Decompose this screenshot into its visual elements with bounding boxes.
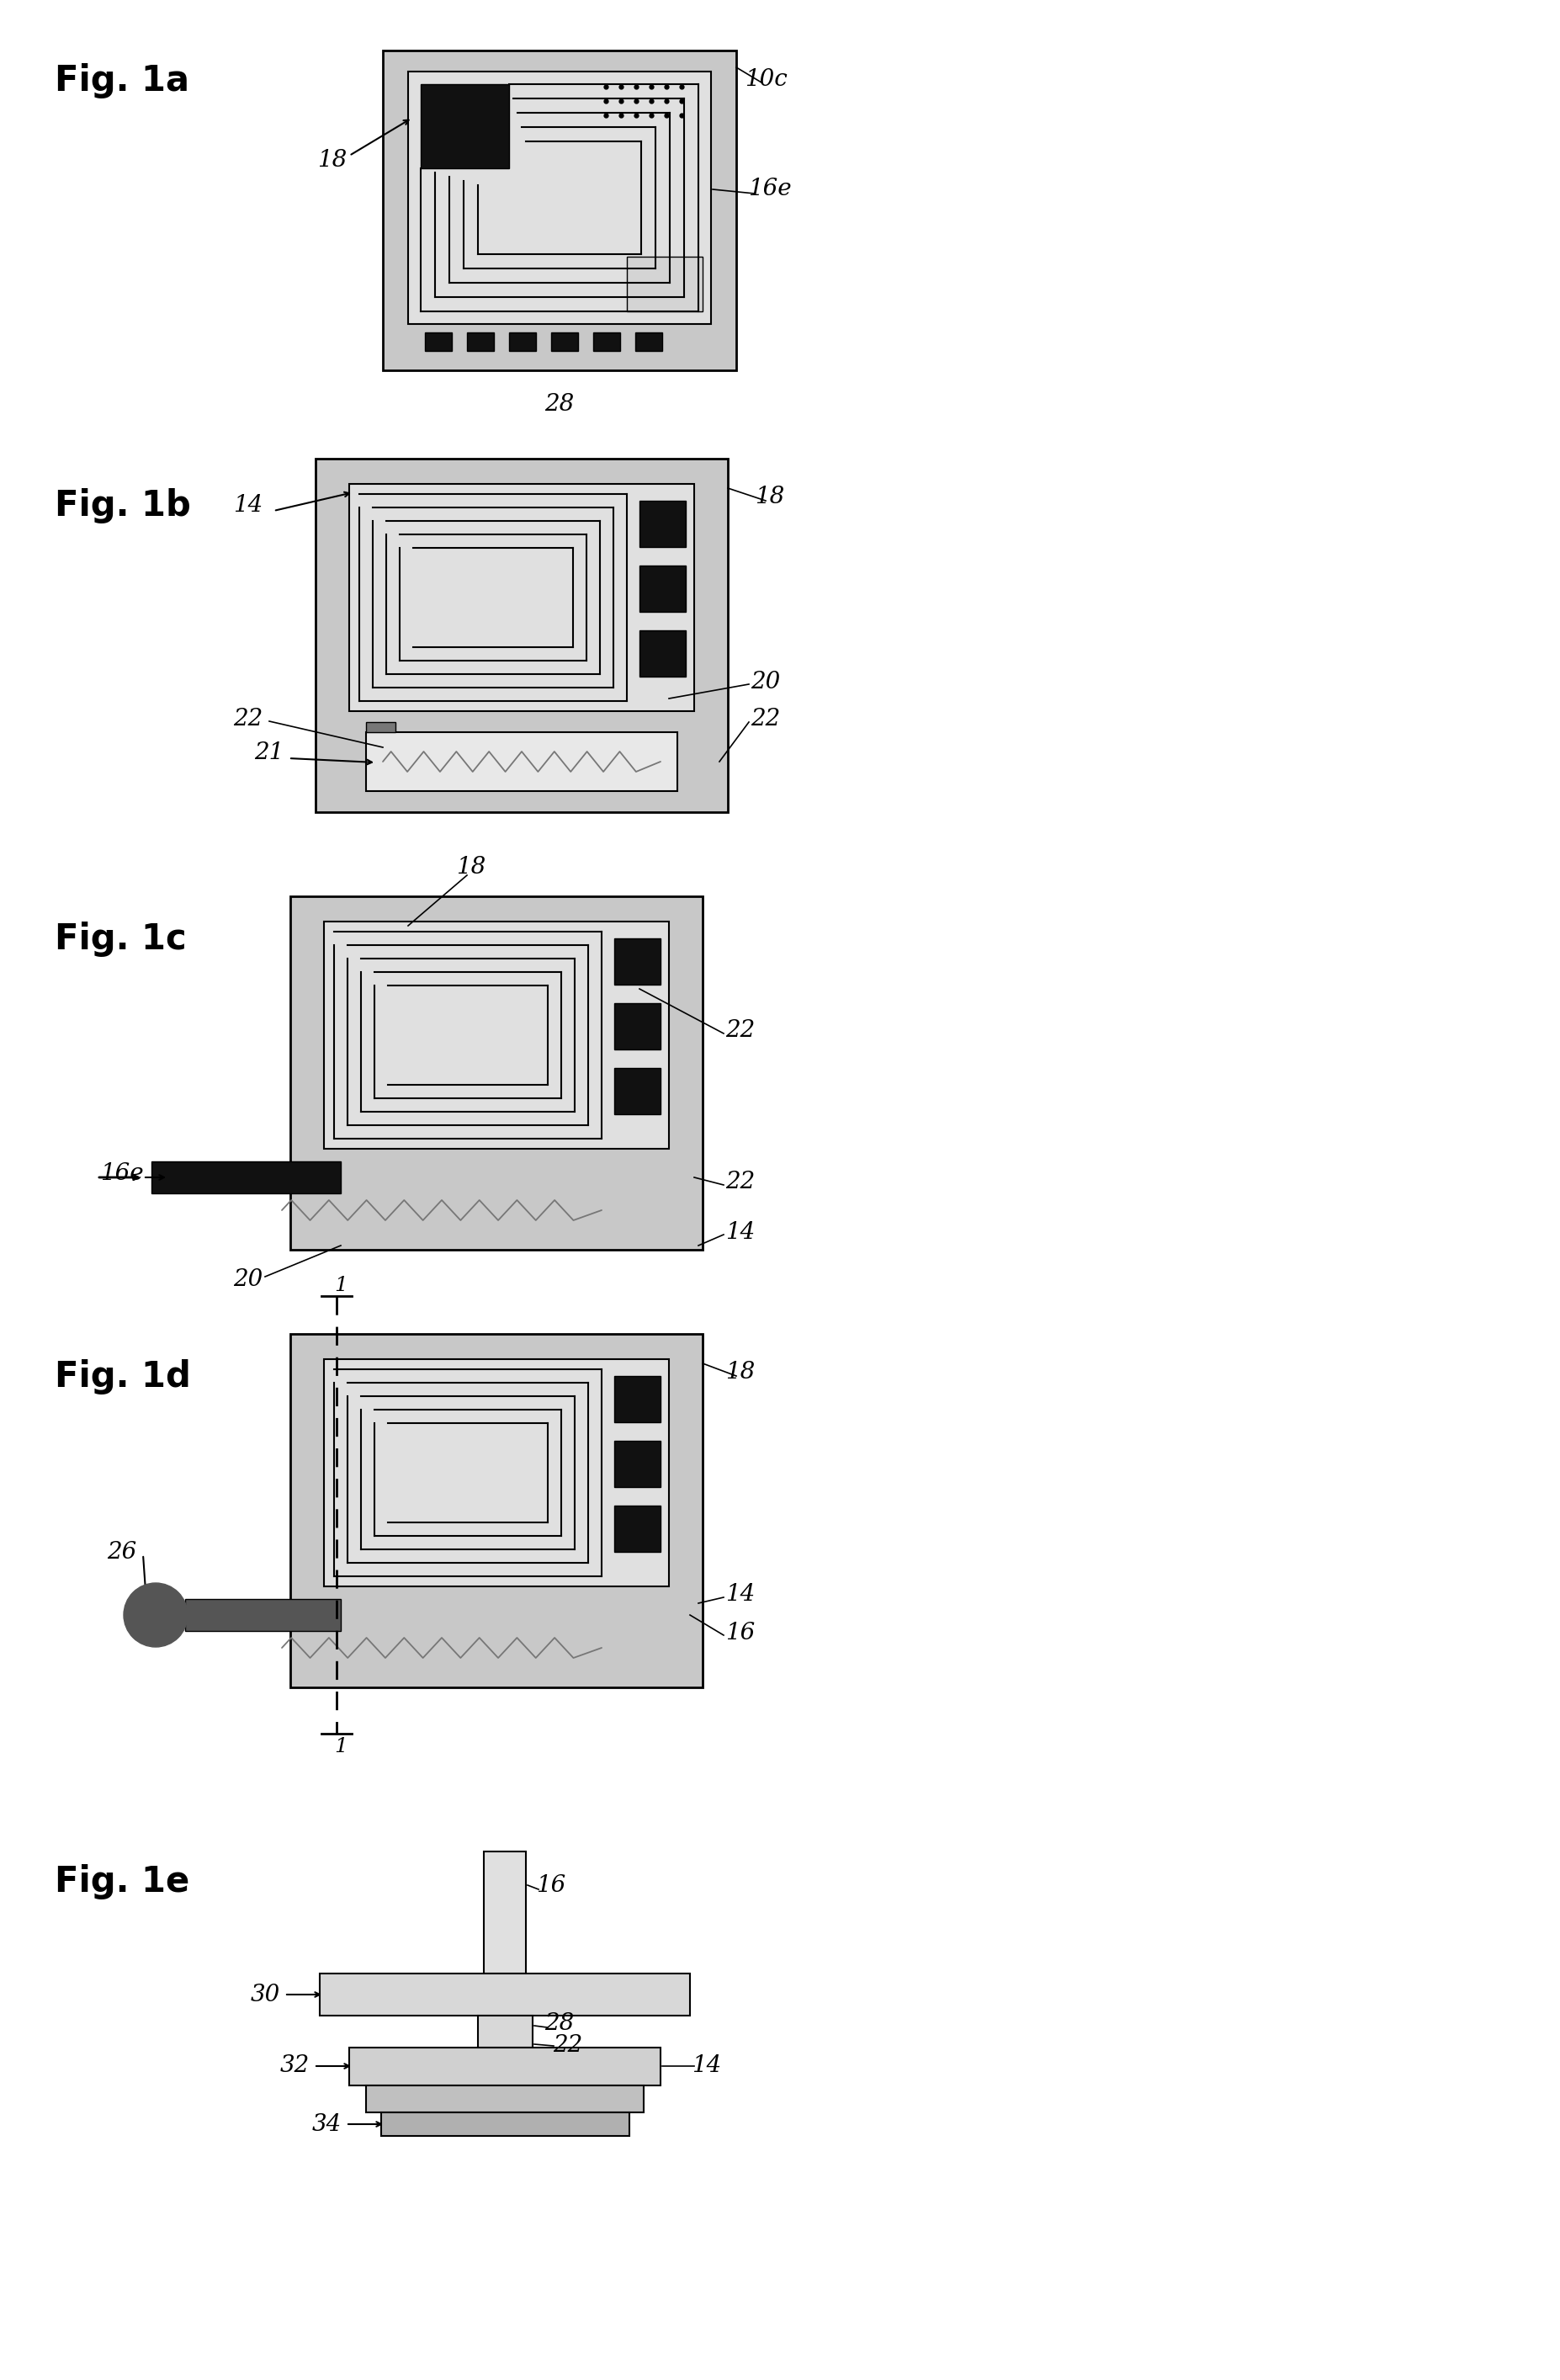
Bar [615,1002,660,1050]
Text: 16e: 16e [100,1164,144,1185]
Text: 26: 26 [108,1542,137,1564]
Text: Fig. 1e: Fig. 1e [55,1864,189,1899]
Text: 21: 21 [254,743,284,764]
Bar [382,50,736,371]
Bar [615,1069,660,1114]
Bar [421,83,509,169]
Bar [593,333,621,350]
Text: 1: 1 [334,1276,348,1295]
Text: 14: 14 [693,2054,722,2078]
Text: 32: 32 [279,2054,309,2078]
Bar [635,333,661,350]
Bar [186,1599,340,1630]
Bar [320,1973,690,2016]
Bar [324,1359,669,1587]
Bar [349,2047,660,2085]
Bar [409,71,711,324]
Bar [381,2113,629,2135]
Bar [615,1507,660,1552]
Bar [615,938,660,985]
Circle shape [123,1583,187,1647]
Text: 18: 18 [755,486,785,507]
Text: 20: 20 [750,671,780,693]
Text: 18: 18 [318,148,348,171]
Bar [466,333,495,350]
Bar [640,631,686,676]
Bar [640,500,686,547]
Bar [551,333,579,350]
Text: 28: 28 [544,393,574,416]
Text: 22: 22 [750,709,780,731]
Text: 22: 22 [554,2033,583,2056]
Text: 14: 14 [725,1583,755,1606]
Bar [290,1333,702,1687]
Text: 30: 30 [250,1983,279,2006]
Text: Fig. 1a: Fig. 1a [55,64,189,98]
Bar [315,459,729,812]
Text: Fig. 1d: Fig. 1d [55,1359,190,1395]
Text: 10c: 10c [744,69,788,90]
Bar [151,1161,340,1192]
Text: 16: 16 [725,1621,755,1645]
Text: 18: 18 [457,854,487,878]
Bar [367,2085,644,2113]
Text: 22: 22 [725,1171,755,1195]
Bar [640,566,686,612]
Bar [484,1852,526,1973]
Text: 34: 34 [312,2113,342,2135]
Text: 22: 22 [725,1019,755,1042]
Bar [367,721,396,733]
Bar [290,897,702,1250]
Bar [349,483,694,712]
Bar [627,257,702,312]
Bar [324,921,669,1150]
Bar [509,333,537,350]
Text: 16: 16 [537,1873,566,1897]
Text: 14: 14 [725,1221,755,1245]
Bar [615,1376,660,1423]
Text: 22: 22 [234,709,264,731]
Text: Fig. 1c: Fig. 1c [55,921,187,957]
Text: 18: 18 [725,1361,755,1383]
Bar [424,333,452,350]
Text: 14: 14 [234,493,264,516]
Bar [477,2016,532,2047]
Text: 1: 1 [334,1737,348,1756]
Text: 28: 28 [544,2013,574,2035]
Text: 16e: 16e [749,178,791,200]
Bar [615,1440,660,1488]
Text: 20: 20 [234,1269,264,1290]
Text: Fig. 1b: Fig. 1b [55,488,190,524]
Bar [367,733,677,790]
